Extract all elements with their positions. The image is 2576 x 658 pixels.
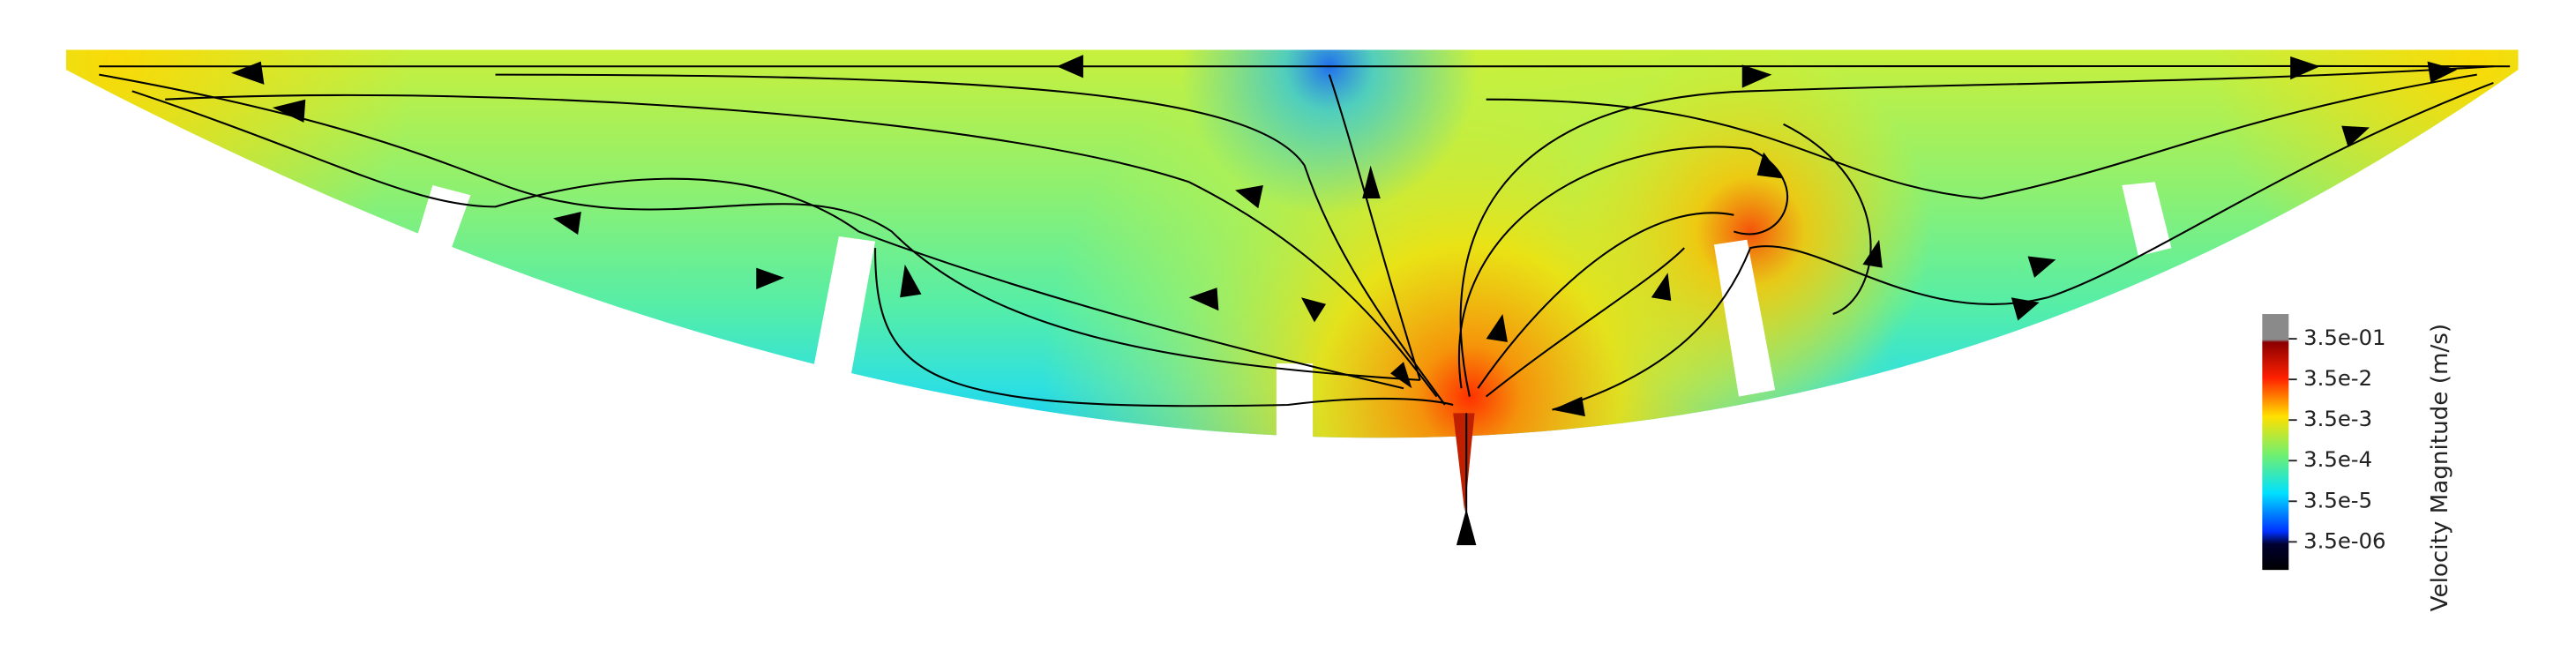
colorbar-title: Velocity Magnitude (m/s) xyxy=(2427,324,2453,612)
colorbar-ticks: 3.5e-01 3.5e-2 3.5e-3 3.5e-4 3.5e-5 3.5e-06 xyxy=(2288,325,2386,553)
flow-arrows xyxy=(231,55,2458,546)
colorbar-label: 3.5e-5 xyxy=(2303,487,2372,512)
colorbar-label: 3.5e-2 xyxy=(2303,365,2372,391)
outlet-jet xyxy=(1453,413,1475,512)
colorbar-label: 3.5e-01 xyxy=(2303,325,2385,350)
colorbar-gradient xyxy=(2262,314,2289,571)
colorbar: 3.5e-01 3.5e-2 3.5e-3 3.5e-4 3.5e-5 3.5e-06 V… xyxy=(2262,314,2453,611)
colorbar-label: 3.5e-06 xyxy=(2303,527,2385,553)
streamlines xyxy=(99,64,2511,529)
colorbar-label: 3.5e-4 xyxy=(2303,446,2372,472)
colorbar-label: 3.5e-3 xyxy=(2303,406,2372,431)
